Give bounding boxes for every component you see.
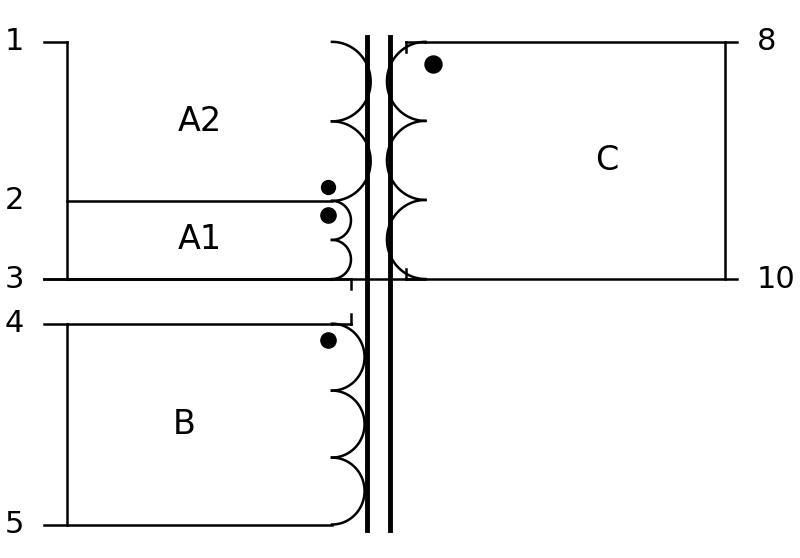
Text: 10: 10 — [757, 264, 795, 294]
Text: A2: A2 — [178, 105, 222, 138]
Text: 1: 1 — [5, 27, 24, 56]
Text: C: C — [595, 144, 618, 177]
Point — [322, 336, 334, 345]
Point — [322, 210, 334, 219]
Text: 4: 4 — [5, 309, 24, 338]
Text: 3: 3 — [5, 264, 24, 294]
Text: 5: 5 — [5, 510, 24, 539]
Point — [427, 60, 440, 69]
Text: 2: 2 — [5, 186, 24, 215]
Text: B: B — [173, 407, 195, 441]
Point — [322, 182, 334, 191]
Text: A1: A1 — [178, 223, 222, 257]
Text: 8: 8 — [757, 27, 776, 56]
